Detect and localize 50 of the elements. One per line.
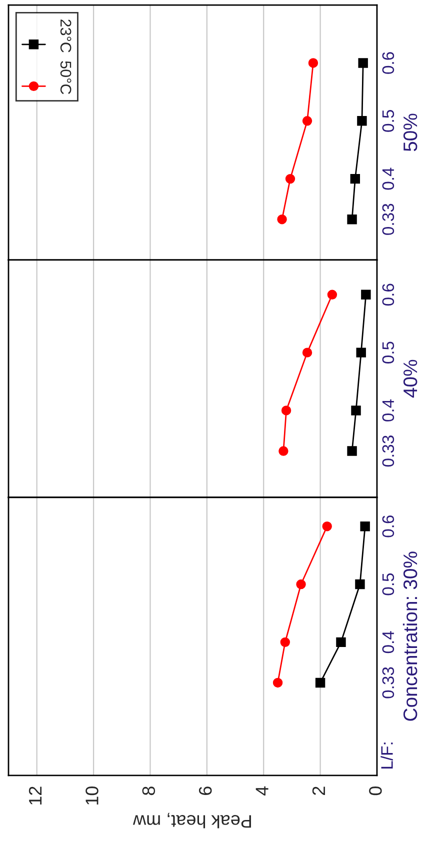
x-tick-label: 8 [142,786,156,796]
y-tick-label: 0.5 [382,342,394,364]
y-axis-title: 40% [403,360,418,398]
point [281,406,292,416]
y-tick-label: 0.6 [382,284,394,306]
point [347,446,357,456]
point [272,678,283,688]
x-tick-label: 10 [86,786,98,805]
point [302,116,312,126]
point [358,58,368,68]
point [296,579,306,590]
legend-label: 23°C [60,20,72,52]
point [350,174,360,184]
point [315,678,326,688]
y-tick-label: 0.6 [382,52,394,74]
x-tick-label: 6 [198,786,212,795]
point [356,348,366,358]
text: L/F: [380,742,393,768]
point [280,637,290,648]
point [357,116,367,126]
y-axis-title: Concentration: 30% [402,552,418,721]
y-tick-label: 0.6 [382,515,394,538]
point [278,446,288,456]
point [285,174,296,184]
point [336,637,346,648]
y-tick-label: 0.33 [382,436,394,467]
y-tick-label: 0.5 [382,110,394,132]
x-axis-title: Peak heat, mw [132,812,251,828]
x-tick-label: 12 [28,786,42,805]
point [351,406,361,416]
point [347,214,357,224]
point [355,579,365,590]
y-tick-label: 0.33 [382,204,394,235]
point [360,521,370,532]
point [277,214,287,224]
legend-label: 50°C [60,61,72,94]
point [308,58,318,68]
x-tick-label: 4 [256,786,268,796]
point [322,521,332,532]
y-tick-label: 0.33 [382,667,394,698]
x-tick-label: 2 [312,786,325,795]
point [361,290,371,300]
y-tick-label: 0.5 [382,573,394,596]
point [327,290,338,300]
y-tick-label: 0.4 [382,168,394,190]
y-axis-title: 50% [403,114,418,152]
y-tick-label: 0.4 [382,631,394,654]
y-tick-label: 0.4 [382,399,394,422]
x-tick-label: 0 [369,786,382,796]
point [302,348,312,358]
